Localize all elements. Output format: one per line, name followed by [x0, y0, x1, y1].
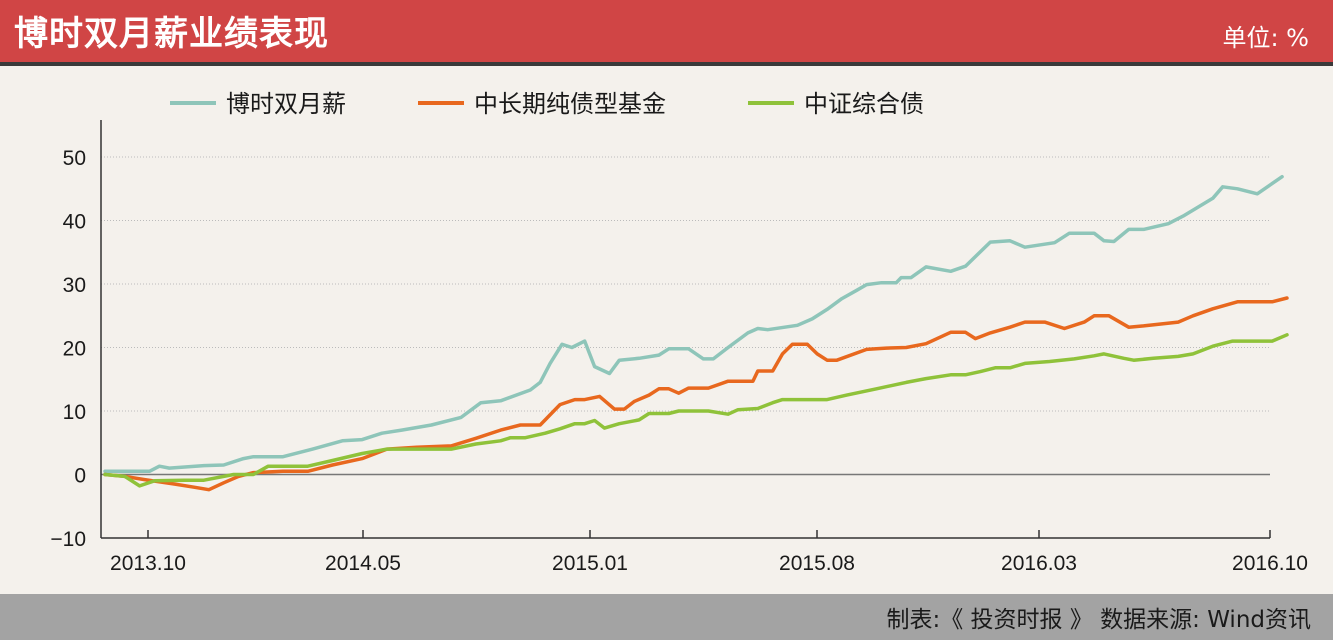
y-tick-label: 0 — [74, 465, 86, 488]
plot-panel — [0, 66, 1333, 594]
unit-label: 单位: % — [1222, 24, 1309, 52]
y-tick-label: 50 — [63, 147, 86, 170]
y-tick-label: 10 — [63, 401, 86, 424]
title-divider — [0, 62, 1333, 66]
legend-label-2: 中长期纯债型基金 — [474, 90, 666, 118]
x-tick-label: 2014.05 — [325, 552, 401, 575]
chart-title: 博时双月薪业绩表现 — [14, 14, 329, 54]
legend-label-1: 博时双月薪 — [226, 90, 346, 118]
series-line-2 — [103, 296, 1289, 492]
x-tick-label: 2016.10 — [1232, 552, 1308, 575]
line-chart: 50 40 30 20 10 0 −10 2013.10 2014.05 2015.01 2015.… — [50, 90, 1308, 575]
legend-label-3: 中证综合债 — [804, 90, 924, 118]
source-note: 制表:《 投资时报 》 数据来源: Wind资讯 — [886, 607, 1311, 633]
series-line-1 — [103, 174, 1284, 474]
y-tick-label: 20 — [63, 338, 86, 361]
x-tick-label: 2015.08 — [779, 552, 855, 575]
x-tick-label: 2015.01 — [552, 552, 628, 575]
x-tick-label: 2016.03 — [1001, 552, 1077, 575]
footer-bar: 制表:《 投资时报 》 数据来源: Wind资讯 — [0, 594, 1333, 640]
y-tick-label: 30 — [63, 274, 86, 297]
y-tick-label: −10 — [50, 528, 86, 551]
title-bar: 博时双月薪业绩表现 单位: % — [0, 0, 1333, 62]
x-tick-label: 2013.10 — [110, 552, 186, 575]
y-tick-label: 40 — [63, 211, 86, 234]
series-line-3 — [103, 333, 1289, 488]
